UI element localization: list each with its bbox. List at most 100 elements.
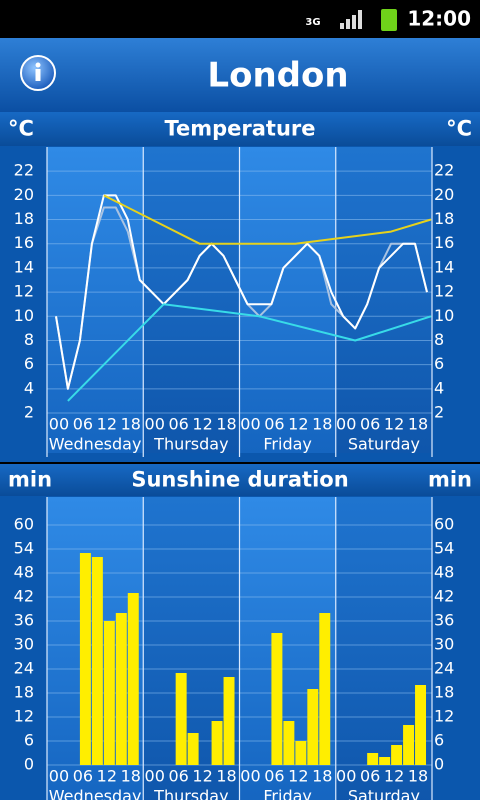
y-tick-label-right: 12	[434, 282, 454, 301]
temperature-line	[103, 194, 432, 245]
x-tick-label: 06	[264, 767, 284, 786]
x-tick-label: 12	[97, 767, 117, 786]
unit-left: °C	[8, 117, 34, 141]
sunshine-bar	[103, 621, 115, 765]
x-tick-label: 06	[73, 767, 93, 786]
y-tick-label: 20	[14, 185, 34, 204]
day-label: Friday	[263, 787, 312, 800]
sunshine-bar	[283, 721, 295, 765]
x-tick-label: 00	[145, 767, 165, 786]
y-tick-label: 6	[24, 731, 34, 750]
sunshine-bar	[91, 557, 103, 765]
y-tick-label-right: 12	[434, 707, 454, 726]
y-tick-label-right: 48	[434, 563, 454, 582]
y-tick-label: 4	[24, 378, 34, 397]
sunshine-bar	[307, 689, 319, 765]
y-tick-label: 22	[14, 161, 34, 180]
signal-icon	[340, 10, 362, 29]
y-tick-label: 48	[14, 563, 34, 582]
battery-icon	[381, 9, 397, 31]
section-bar	[0, 112, 480, 146]
y-tick-label-right: 54	[434, 539, 454, 558]
x-tick-label: 12	[97, 415, 117, 434]
clock: 12:00	[407, 7, 471, 31]
x-tick-label: 06	[73, 415, 93, 434]
day-column	[47, 147, 144, 453]
day-label: Saturday	[348, 435, 420, 454]
y-tick-label: 30	[14, 635, 34, 654]
sunshine-bar	[391, 745, 403, 765]
y-tick-label-right: 6	[434, 354, 444, 373]
y-tick-label-right: 8	[434, 330, 444, 349]
y-tick-label-right: 0	[434, 755, 444, 774]
sunshine-bar	[223, 677, 235, 765]
unit-left: min	[8, 468, 52, 492]
x-tick-label: 12	[288, 415, 308, 434]
sunshine-bar	[271, 633, 283, 765]
day-label: Saturday	[348, 787, 420, 800]
x-tick-label: 00	[336, 767, 356, 786]
sunshine-bar	[415, 685, 427, 765]
sunshine-bar	[319, 613, 331, 765]
x-tick-label: 18	[216, 767, 236, 786]
sunshine-bar	[295, 741, 307, 765]
y-tick-label-right: 42	[434, 587, 454, 606]
day-label: Wednesday	[49, 435, 142, 454]
y-tick-label: 6	[24, 354, 34, 373]
day-label: Thursday	[153, 435, 228, 454]
x-tick-label: 00	[240, 415, 260, 434]
y-tick-label: 42	[14, 587, 34, 606]
sunshine-bar	[115, 613, 127, 765]
y-tick-label: 8	[24, 330, 34, 349]
chart-title: Sunshine duration	[131, 468, 348, 492]
header	[0, 38, 480, 112]
x-tick-label: 12	[384, 415, 404, 434]
x-tick-label: 06	[264, 415, 284, 434]
y-tick-label-right: 14	[434, 257, 454, 276]
y-tick-label-right: 30	[434, 635, 454, 654]
sunshine-bar	[211, 721, 223, 765]
x-tick-label: 12	[384, 767, 404, 786]
info-button[interactable]	[20, 55, 56, 91]
y-tick-label-right: 2	[434, 403, 444, 422]
y-tick-label: 14	[14, 257, 34, 276]
day-column	[335, 147, 432, 453]
sunshine-bar	[403, 725, 415, 765]
network-label: 3G	[305, 17, 320, 28]
y-tick-label-right: 18	[434, 683, 454, 702]
x-tick-label: 06	[168, 415, 188, 434]
unit-right: min	[428, 468, 472, 492]
x-tick-label: 00	[49, 767, 69, 786]
y-tick-label: 12	[14, 282, 34, 301]
temperature-line	[55, 194, 428, 390]
charts: Temperature °C °C Wednesday Thursday Friday Sa…	[0, 112, 480, 800]
y-tick-label-right: 18	[434, 209, 454, 228]
y-tick-label-right: 4	[434, 378, 444, 397]
city-title: London	[207, 56, 348, 96]
day-label: Thursday	[153, 787, 228, 800]
y-tick-label: 18	[14, 683, 34, 702]
x-tick-label: 00	[145, 415, 165, 434]
x-tick-label: 06	[168, 767, 188, 786]
day-column	[239, 147, 336, 453]
unit-right: °C	[446, 117, 472, 141]
y-tick-label: 24	[14, 659, 34, 678]
temperature-line	[67, 303, 432, 402]
y-tick-label: 18	[14, 209, 34, 228]
x-tick-label: 18	[216, 415, 236, 434]
y-tick-label: 12	[14, 707, 34, 726]
x-tick-label: 18	[408, 415, 428, 434]
day-column	[143, 147, 240, 453]
x-tick-label: 00	[240, 767, 260, 786]
sunshine-bar	[379, 757, 391, 765]
x-tick-label: 18	[312, 415, 332, 434]
sunshine-bar	[187, 733, 199, 765]
y-tick-label: 2	[24, 403, 34, 422]
x-tick-label: 18	[121, 767, 141, 786]
y-tick-label-right: 16	[434, 233, 454, 252]
x-tick-label: 18	[121, 415, 141, 434]
y-tick-label: 10	[14, 306, 34, 325]
y-tick-label: 0	[24, 755, 34, 774]
